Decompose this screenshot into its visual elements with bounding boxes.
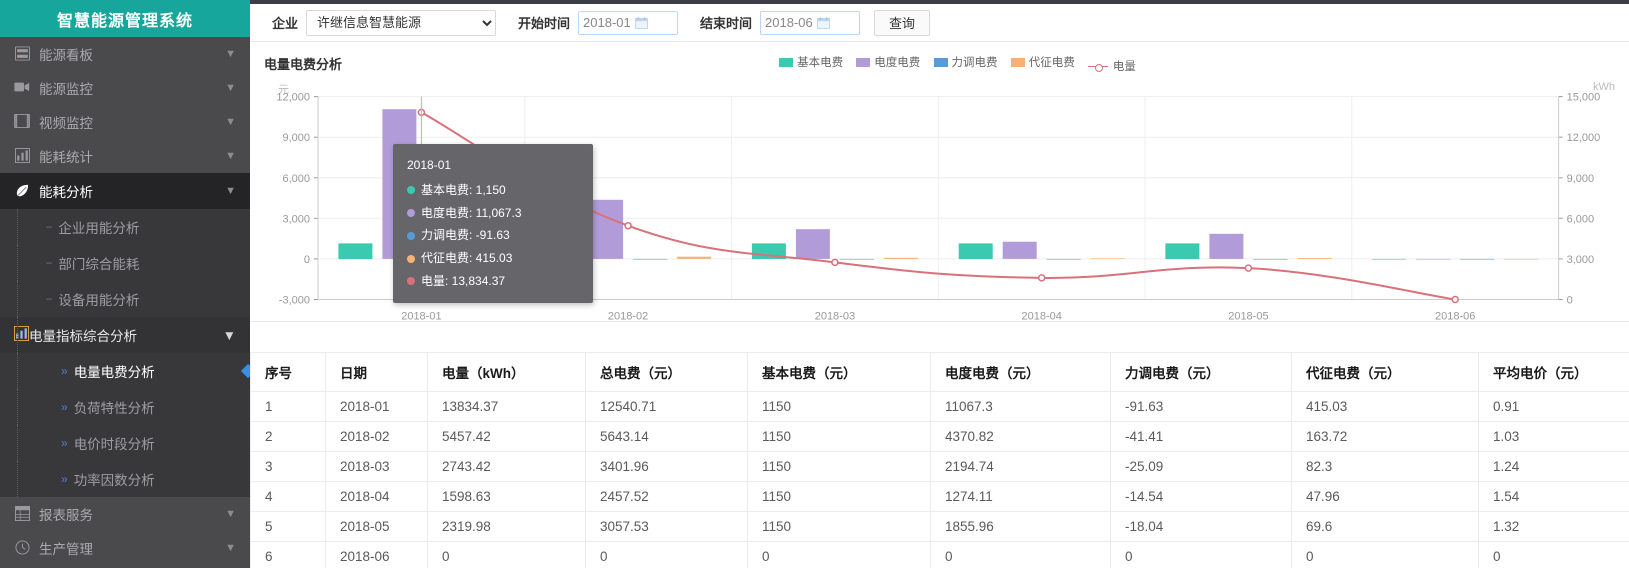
- svg-text:2018-04: 2018-04: [1022, 311, 1062, 323]
- svg-text:12,000: 12,000: [1567, 132, 1601, 144]
- svg-text:0: 0: [304, 254, 310, 266]
- svg-text:2018-01: 2018-01: [401, 311, 441, 323]
- svg-text:0: 0: [1567, 295, 1573, 307]
- svg-text:9,000: 9,000: [282, 132, 310, 144]
- svg-text:6,000: 6,000: [282, 173, 310, 185]
- svg-text:6,000: 6,000: [1567, 213, 1595, 225]
- svg-text:2018-05: 2018-05: [1228, 311, 1268, 323]
- svg-text:-3,000: -3,000: [279, 295, 310, 307]
- svg-text:15,000: 15,000: [1567, 92, 1601, 104]
- svg-text:2018-02: 2018-02: [608, 311, 648, 323]
- svg-text:9,000: 9,000: [1567, 173, 1595, 185]
- svg-text:2018-06: 2018-06: [1435, 311, 1475, 323]
- svg-text:12,000: 12,000: [276, 92, 310, 104]
- svg-text:3,000: 3,000: [282, 213, 310, 225]
- svg-text:3,000: 3,000: [1567, 254, 1595, 266]
- svg-text:2018-03: 2018-03: [815, 311, 855, 323]
